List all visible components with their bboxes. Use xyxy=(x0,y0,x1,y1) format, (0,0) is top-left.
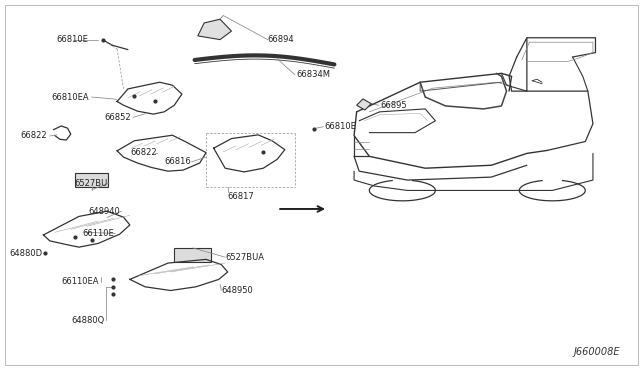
Text: 66895: 66895 xyxy=(380,101,407,110)
Bar xyxy=(76,173,108,187)
Text: 66110EA: 66110EA xyxy=(62,277,99,286)
Text: 66822: 66822 xyxy=(20,131,47,141)
Text: 66822: 66822 xyxy=(130,148,157,157)
Polygon shape xyxy=(356,99,371,110)
Text: 66810E: 66810E xyxy=(57,35,88,44)
Text: 66110E: 66110E xyxy=(82,229,114,238)
Text: J660008E: J660008E xyxy=(573,347,620,357)
Text: 66816: 66816 xyxy=(164,157,191,166)
Bar xyxy=(174,248,211,262)
Text: 66852: 66852 xyxy=(104,113,131,122)
Text: 66894: 66894 xyxy=(268,35,294,44)
Text: 6527BUA: 6527BUA xyxy=(225,253,264,262)
Text: 64880Q: 64880Q xyxy=(71,316,104,325)
Text: 64880D: 64880D xyxy=(9,249,42,258)
Text: 66817: 66817 xyxy=(228,192,255,201)
Text: 66834M: 66834M xyxy=(296,70,330,79)
Polygon shape xyxy=(198,19,232,39)
Text: 648950: 648950 xyxy=(221,286,253,295)
Text: 66810EA: 66810EA xyxy=(51,93,88,102)
Text: 6527BU: 6527BU xyxy=(74,179,108,187)
Text: 648940: 648940 xyxy=(88,207,120,216)
Text: 66810E: 66810E xyxy=(325,122,356,131)
